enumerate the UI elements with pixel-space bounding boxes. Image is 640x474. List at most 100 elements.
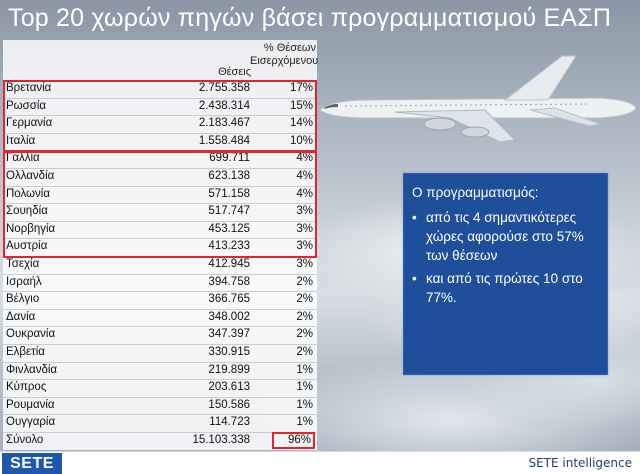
seats-value: 114.723 — [209, 416, 250, 429]
table-row: Ουκρανία 347.397 2% — [3, 326, 317, 344]
country-name: Αυστρία — [6, 240, 48, 253]
table-row: Βέλγιο 366.765 2% — [3, 291, 317, 309]
country-name: Ουγγαρία — [6, 416, 56, 429]
info-bullet-text: από τις 4 σημαντικότερες χώρες αφορούσε … — [426, 210, 584, 263]
country-name: Ελβετία — [6, 345, 45, 358]
seats-value: 394.758 — [208, 275, 250, 288]
seats-value: 623.138 — [208, 169, 250, 182]
pct-value: 2% — [296, 345, 313, 358]
pct-value: 2% — [296, 328, 313, 341]
pct-value: 17% — [289, 82, 313, 94]
seats-value: 219.899 — [208, 363, 250, 376]
info-list: • από τις 4 σημαντικότερες χώρες αφορούσε… — [412, 208, 599, 307]
pct-value: 4% — [296, 187, 313, 200]
seats-value: 366.765 — [208, 293, 250, 306]
seats-value: 517.747 — [208, 205, 250, 218]
airplane-image — [319, 55, 637, 143]
country-name: Ρωσσία — [6, 99, 47, 112]
table-body: Βρετανία 2.755.358 17% Ρωσσία 2.438.314 15% … — [3, 80, 317, 449]
table-row: Πολωνία 571.158 4% — [3, 185, 317, 204]
slide-title: Top 20 χωρών πηγών βάσει προγραμματισμού… — [8, 4, 612, 32]
footer-brand-text: SETE intelligence — [528, 456, 632, 470]
seats-value: 453.125 — [208, 222, 250, 235]
table-row: Ρουμανία 150.586 1% — [3, 396, 317, 415]
pct-value: 1% — [296, 363, 313, 376]
info-bullet-2: • και από τις πρώτες 10 στο 77%. — [412, 269, 599, 307]
total-value: 15.103.338 — [192, 433, 250, 446]
pct-value: 14% — [289, 117, 313, 130]
info-heading: Ο προγραμματισμός: — [412, 185, 539, 200]
seats-value: 2.183.467 — [198, 117, 250, 130]
country-name: Ουκρανία — [6, 328, 56, 341]
seats-value: 413.233 — [208, 240, 250, 253]
bullet-icon: • — [412, 271, 417, 286]
country-name: Ιταλία — [6, 134, 36, 147]
seats-value: 203.613 — [208, 381, 250, 394]
country-name: Βρετανία — [6, 82, 52, 94]
table-header: Θέσεις % Θέσεων Εισερχόμενου — [3, 40, 319, 80]
seats-value: 2.438.314 — [198, 99, 250, 112]
seats-value: 150.586 — [208, 398, 250, 411]
footer-bar: SETE SETE intelligence — [0, 451, 640, 474]
pct-value: 2% — [296, 275, 313, 288]
table-row: Γερμανία 2.183.467 14% — [3, 115, 317, 133]
seats-value: 347.397 — [208, 328, 250, 341]
header-pct: % Θέσεων Εισερχόμενου — [250, 42, 319, 68]
info-bullet-text: και από τις πρώτες 10 στο 77%. — [426, 271, 583, 305]
seats-value: 348.002 — [208, 310, 250, 323]
seats-value: 699.711 — [209, 152, 250, 165]
country-name: Πολωνία — [6, 187, 50, 200]
table-row: Γαλλία 699.711 4% — [3, 150, 317, 168]
table-row: Ολλανδία 623.138 4% — [3, 167, 317, 186]
info-bullet-1: • από τις 4 σημαντικότερες χώρες αφορούσε… — [412, 208, 599, 265]
country-name: Γερμανία — [6, 117, 53, 130]
table-row: Ρωσσία 2.438.314 15% — [3, 97, 317, 116]
header-seats: Θέσεις — [218, 66, 251, 78]
country-name: Κύπρος — [6, 381, 47, 394]
sete-logo: SETE — [2, 453, 62, 474]
table-row: Κύπρος 203.613 1% — [3, 379, 317, 397]
country-name: Σουηδία — [6, 205, 48, 218]
table-row: Σουηδία 517.747 3% — [3, 203, 317, 221]
pct-value: 3% — [296, 205, 313, 218]
info-box: Ο προγραμματισμός: • από τις 4 σημαντικότ… — [403, 173, 608, 375]
total-label: Σύνολο — [6, 433, 44, 446]
pct-value: 2% — [296, 310, 313, 323]
seats-value: 412.945 — [208, 257, 250, 270]
pct-value: 15% — [289, 99, 313, 112]
country-name: Δανία — [6, 310, 36, 323]
pct-value: 10% — [289, 134, 313, 147]
pct-value: 3% — [296, 240, 313, 253]
table-total-row: Σύνολο 15.103.338 96% — [3, 431, 317, 450]
seats-value: 571.158 — [208, 187, 250, 200]
pct-value: 1% — [296, 381, 313, 394]
country-name: Ισραήλ — [6, 275, 42, 288]
table-row: Ουγγαρία 114.723 1% — [3, 414, 317, 432]
pct-value: 4% — [296, 169, 313, 182]
country-name: Τσεχία — [6, 257, 40, 270]
table-row: Νορβηγία 453.125 3% — [3, 220, 317, 239]
pct-value: 1% — [296, 416, 313, 429]
header-pct-line2: Εισερχόμενου — [250, 55, 319, 67]
pct-value: 4% — [296, 152, 313, 165]
seats-value: 330.915 — [208, 345, 250, 358]
header-pct-line1: % Θέσεων — [263, 42, 316, 54]
bullet-icon: • — [412, 210, 417, 225]
table-row: Ελβετία 330.915 2% — [3, 343, 317, 362]
country-name: Ολλανδία — [6, 169, 55, 182]
pct-value: 1% — [296, 398, 313, 411]
table-row: Φινλανδία 219.899 1% — [3, 361, 317, 380]
table-row: Ιταλία 1.558.484 10% — [3, 132, 317, 151]
country-name: Βέλγιο — [6, 293, 40, 306]
seats-value: 2.755.358 — [198, 82, 250, 94]
table-row: Αυστρία 413.233 3% — [3, 238, 317, 256]
table-row: Τσεχία 412.945 3% — [3, 255, 317, 274]
country-name: Φινλανδία — [6, 363, 58, 376]
country-name: Ρουμανία — [6, 398, 55, 411]
table-row: Δανία 348.002 2% — [3, 308, 317, 327]
pct-value: 3% — [296, 222, 313, 235]
country-name: Νορβηγία — [6, 222, 56, 235]
pct-value: 2% — [296, 293, 313, 306]
countries-table: Θέσεις % Θέσεων Εισερχόμενου Βρετανία 2.7… — [3, 40, 319, 450]
seats-value: 1.558.484 — [198, 134, 250, 147]
